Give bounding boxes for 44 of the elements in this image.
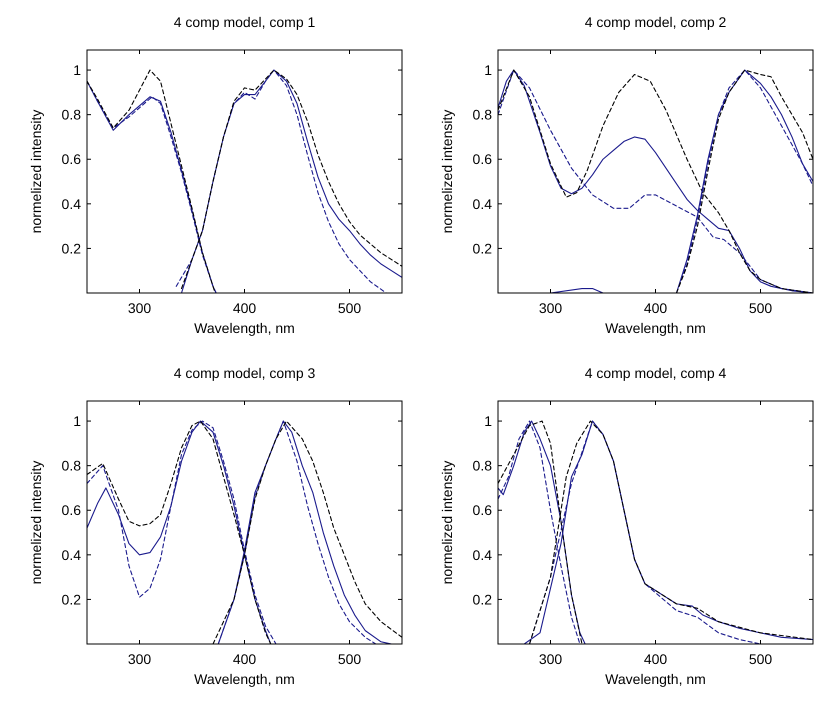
y-tick-label: 0.8	[472, 458, 492, 474]
x-tick-label: 500	[748, 300, 772, 316]
y-tick-label: 1	[73, 413, 82, 430]
x-tick-label: 400	[644, 300, 668, 316]
y-tick-label: 0.4	[62, 196, 82, 212]
x-tick-label: 500	[338, 651, 362, 667]
chart-title: 4 comp model, comp 4	[584, 365, 727, 381]
x-axis-title: Wavelength, nm	[194, 671, 295, 687]
chart-title: 4 comp model, comp 1	[174, 14, 316, 30]
y-tick-label: 0.4	[472, 546, 492, 563]
x-tick-label: 500	[748, 651, 772, 667]
y-tick-label: 0.6	[472, 502, 492, 518]
y-axis-title: normelized intensity	[28, 110, 44, 234]
x-tick-label: 400	[232, 651, 256, 667]
x-tick-label: 400	[232, 300, 256, 316]
y-tick-label: 0.2	[62, 591, 82, 608]
y-tick-label: 0.2	[472, 591, 492, 608]
y-tick-label: 0.6	[472, 151, 492, 168]
y-tick-label: 0.6	[62, 502, 82, 518]
y-axis-title: normelized intensity	[439, 110, 455, 234]
chart-title: 4 comp model, comp 3	[174, 365, 316, 381]
x-tick-label: 500	[338, 300, 362, 316]
x-axis-title: Wavelength, nm	[605, 671, 706, 687]
x-tick-label: 300	[538, 651, 562, 667]
y-tick-label: 0.8	[472, 106, 492, 123]
y-tick-label: 0.6	[62, 151, 82, 168]
y-tick-label: 1	[484, 62, 492, 78]
y-tick-label: 0.4	[472, 196, 492, 212]
y-tick-label: 1	[484, 413, 492, 430]
y-axis-title: normelized intensity	[28, 460, 44, 584]
x-tick-label: 300	[538, 300, 562, 316]
y-tick-label: 0.8	[62, 106, 82, 123]
y-tick-label: 0.2	[472, 240, 492, 256]
x-axis-title: Wavelength, nm	[605, 320, 706, 336]
y-tick-label: 0.8	[62, 458, 82, 474]
x-tick-label: 300	[128, 651, 152, 667]
chart-title: 4 comp model, comp 2	[584, 14, 727, 30]
y-tick-label: 0.2	[62, 240, 82, 256]
x-axis-title: Wavelength, nm	[194, 320, 295, 336]
x-tick-label: 300	[128, 300, 152, 316]
y-tick-label: 1	[73, 62, 82, 78]
y-tick-label: 0.4	[62, 546, 82, 563]
x-tick-label: 400	[644, 651, 668, 667]
y-axis-title: normelized intensity	[439, 460, 455, 584]
